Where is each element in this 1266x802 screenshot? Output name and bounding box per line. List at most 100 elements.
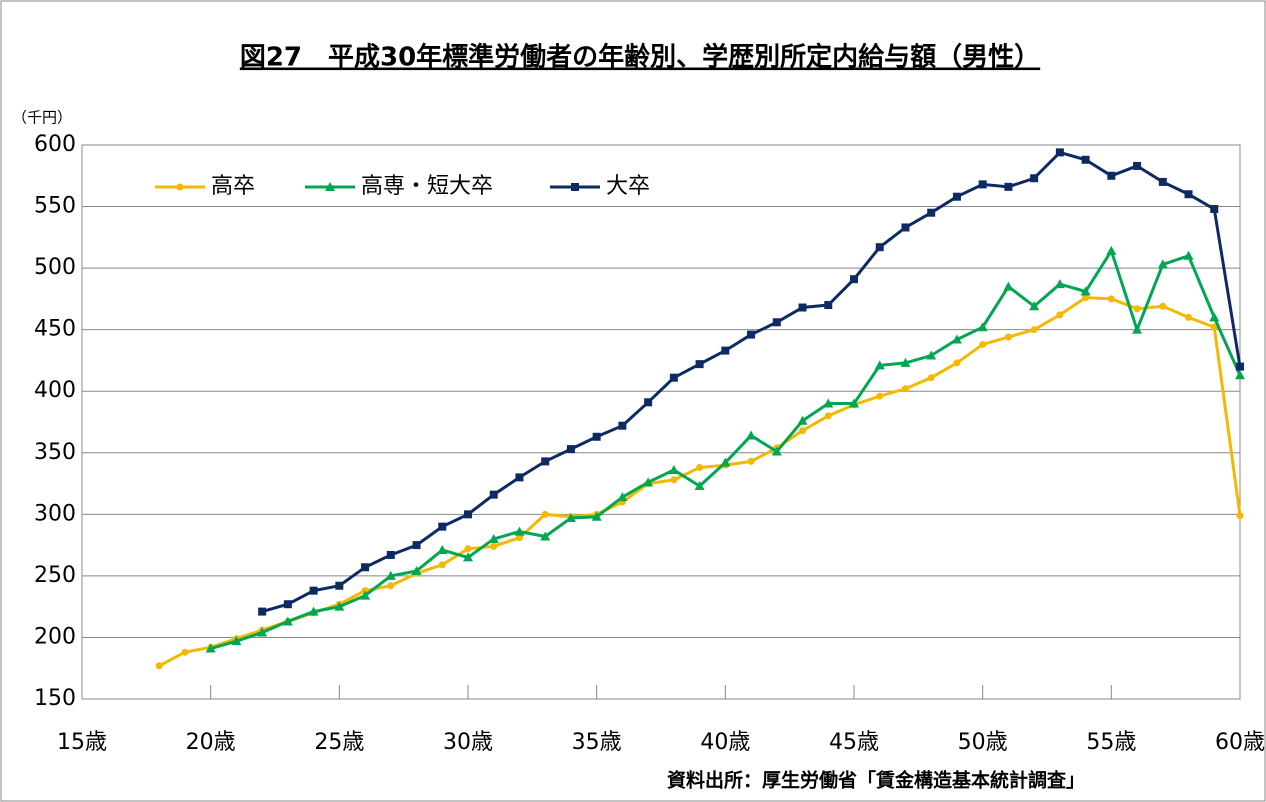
marker — [824, 301, 833, 310]
marker — [797, 415, 808, 425]
marker — [591, 511, 602, 521]
marker — [953, 359, 961, 367]
marker — [1030, 326, 1038, 334]
marker — [1054, 279, 1065, 289]
marker — [668, 465, 679, 475]
marker — [412, 541, 421, 550]
marker — [463, 552, 473, 562]
marker — [488, 533, 499, 543]
marker — [205, 643, 216, 653]
marker — [176, 183, 184, 191]
marker — [181, 648, 189, 656]
marker — [540, 531, 551, 541]
marker — [875, 243, 884, 252]
legend-label: 高卒 — [211, 174, 255, 199]
marker — [927, 374, 935, 382]
marker — [618, 421, 627, 430]
marker — [1210, 323, 1218, 331]
x-tick-label: 15歳 — [57, 730, 107, 755]
marker — [565, 513, 576, 523]
y-tick-label: 250 — [34, 563, 76, 588]
marker — [231, 636, 242, 646]
x-tick-label: 45歳 — [829, 730, 879, 755]
marker — [1159, 302, 1167, 310]
marker — [308, 606, 319, 616]
marker — [1029, 301, 1040, 311]
marker — [901, 385, 909, 393]
marker — [1082, 294, 1090, 302]
marker — [571, 183, 579, 191]
marker — [334, 601, 345, 611]
marker — [257, 627, 268, 637]
x-tick-label: 60歳 — [1215, 730, 1265, 755]
marker — [696, 464, 704, 472]
marker — [1080, 286, 1091, 296]
marker — [1004, 182, 1013, 191]
marker — [361, 563, 370, 572]
marker — [335, 581, 344, 590]
marker — [1004, 333, 1012, 341]
marker — [900, 357, 911, 367]
marker — [438, 522, 447, 531]
marker — [464, 545, 472, 553]
marker — [282, 616, 293, 626]
marker — [438, 561, 446, 569]
marker — [515, 534, 523, 542]
marker — [823, 398, 834, 408]
y-tick-label: 550 — [34, 194, 76, 219]
marker — [643, 477, 654, 487]
x-tick-label: 20歳 — [186, 730, 236, 755]
marker — [901, 223, 910, 232]
marker — [977, 322, 988, 332]
marker — [721, 346, 730, 355]
marker — [669, 373, 678, 382]
marker — [694, 481, 705, 491]
marker — [695, 360, 704, 369]
marker — [360, 590, 371, 600]
marker — [927, 208, 936, 217]
marker — [1158, 177, 1167, 186]
y-tick-label: 300 — [34, 501, 76, 526]
marker — [1107, 295, 1115, 303]
y-tick-label: 400 — [34, 378, 76, 403]
y-tick-label: 500 — [34, 255, 76, 280]
marker — [1132, 324, 1143, 334]
marker — [720, 457, 731, 467]
y-unit: （千円） — [12, 109, 72, 127]
marker — [747, 330, 756, 339]
legend-label: 高専・短大卒 — [361, 174, 493, 199]
marker — [1081, 155, 1090, 164]
marker — [1183, 250, 1194, 260]
marker — [979, 340, 987, 348]
marker — [1209, 312, 1220, 322]
marker — [1185, 313, 1193, 321]
x-tick-label: 25歳 — [314, 730, 364, 755]
y-tick-label: 200 — [34, 624, 76, 649]
marker — [799, 427, 807, 435]
marker — [325, 182, 335, 191]
marker — [1056, 311, 1064, 319]
marker — [592, 432, 601, 441]
marker — [644, 398, 653, 407]
marker — [386, 550, 395, 559]
marker — [772, 318, 781, 327]
marker — [514, 526, 525, 536]
source-note: 資料出所：厚生労働省「賃金構造基本統計調査」 — [667, 769, 1085, 792]
legend-label: 大卒 — [606, 174, 650, 199]
marker — [1133, 161, 1142, 170]
marker — [1184, 190, 1193, 199]
marker — [155, 662, 163, 670]
marker — [1236, 362, 1244, 371]
marker — [1106, 245, 1117, 255]
marker — [876, 392, 884, 400]
marker — [1157, 259, 1168, 269]
marker — [1235, 370, 1245, 380]
marker — [874, 360, 885, 370]
y-tick-label: 450 — [34, 317, 76, 342]
marker — [850, 275, 858, 284]
marker — [1210, 205, 1219, 214]
y-tick-label: 150 — [34, 686, 76, 711]
chart-title: 図27 平成30年標準労働者の年齢別、学歴別所定内給与額（男性） — [240, 42, 1040, 73]
marker — [1030, 174, 1039, 183]
